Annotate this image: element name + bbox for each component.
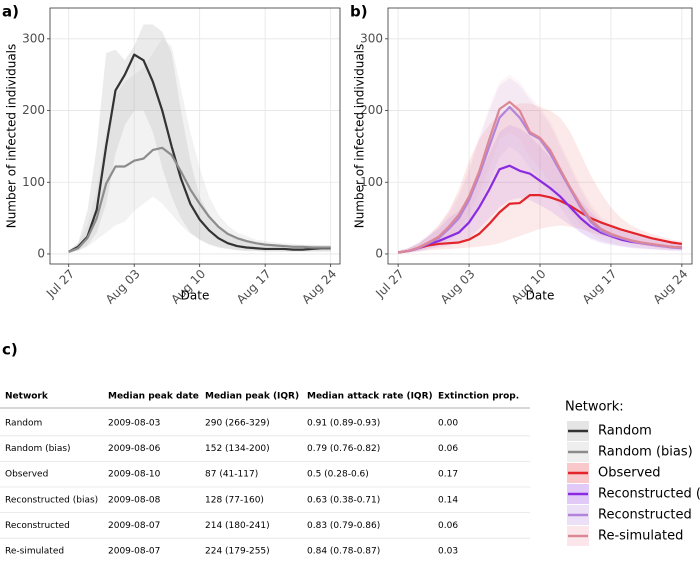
- table-cell: 128 (77-160): [205, 495, 264, 505]
- table-cell: 0.5 (0.28-0.6): [307, 470, 369, 480]
- table-cell: 87 (41-117): [205, 470, 258, 480]
- ribbon: [68, 38, 331, 254]
- ribbon: [398, 78, 682, 254]
- y-tick-label: 300: [22, 31, 45, 45]
- y-tick-label: 0: [37, 246, 45, 260]
- table-header: Extinction prop.: [438, 392, 519, 402]
- table-cell: Random: [5, 419, 42, 429]
- table-cell: 0.91 (0.89-0.93): [307, 419, 380, 429]
- table-cell: 0.03: [438, 547, 458, 557]
- table-cell: Random (bias): [5, 444, 71, 454]
- table-cell: 0.06: [438, 521, 458, 531]
- y-axis-title: Number of infected individuals: [5, 44, 19, 229]
- series-line: [68, 53, 331, 253]
- legend-label: Random (bias): [598, 445, 693, 460]
- plot-border: [387, 7, 693, 265]
- table-cell: 152 (134-200): [205, 444, 270, 454]
- table-cell: 0.17: [438, 470, 458, 480]
- y-tick-label: 200: [22, 103, 45, 117]
- x-tick-label: Aug 24: [651, 267, 691, 307]
- x-axis-title: Date: [526, 289, 555, 303]
- table-cell: 0.63 (0.38-0.71): [307, 495, 380, 505]
- table-cell: 0.00: [438, 419, 458, 429]
- table-cell: 2009-08-06: [108, 444, 161, 454]
- legend-label: Random: [598, 424, 652, 439]
- series-line: [68, 146, 331, 253]
- table-cell: 2009-08-03: [108, 419, 160, 429]
- table-cell: 214 (180-241): [205, 521, 270, 531]
- table-cell: 0.79 (0.76-0.82): [307, 444, 380, 454]
- ribbon: [398, 103, 682, 254]
- table-header: Median peak date: [108, 392, 199, 402]
- table-header: Median attack rate (IQR): [307, 392, 433, 402]
- table-cell: Observed: [5, 470, 48, 480]
- x-tick-label: Aug 03: [438, 267, 478, 307]
- legend-label: Re-simulated: [598, 529, 683, 544]
- table-cell: 224 (179-255): [205, 547, 270, 557]
- x-tick-label: Aug 17: [234, 267, 274, 307]
- x-tick-label: Aug 17: [580, 267, 620, 307]
- panel-label: c): [2, 341, 18, 359]
- x-tick-label: Aug 03: [103, 267, 143, 307]
- series-line: [397, 100, 682, 254]
- table-cell: 290 (266-329): [205, 419, 270, 429]
- table-cell: 0.06: [438, 444, 458, 454]
- panel-label: a): [2, 3, 19, 21]
- table-cell: 0.84 (0.78-0.87): [307, 547, 380, 557]
- plot-background: [50, 8, 340, 264]
- table-cell: 2009-08-07: [108, 547, 160, 557]
- table-cell: 0.14: [438, 495, 458, 505]
- table-cell: Reconstructed (bias): [5, 495, 98, 505]
- table-header: Median peak (IQR): [205, 392, 299, 402]
- y-axis-title: Number of infected individuals: [353, 44, 367, 229]
- table-cell: Re-simulated: [5, 547, 64, 557]
- y-tick-label: 0: [375, 246, 383, 260]
- x-tick-label: Aug 24: [299, 267, 339, 307]
- ribbon: [68, 24, 331, 254]
- x-tick-label: Jul 27: [43, 267, 77, 301]
- y-tick-label: 300: [360, 31, 383, 45]
- panel-label: b): [350, 3, 368, 21]
- legend-label: Reconstructed (bias): [598, 487, 700, 502]
- table-cell: 2009-08-07: [108, 521, 160, 531]
- series-line: [397, 194, 683, 254]
- table-cell: 2009-08-10: [108, 470, 161, 480]
- table-cell: Reconstructed: [5, 521, 70, 531]
- y-tick-label: 200: [360, 103, 383, 117]
- plot-border: [49, 7, 341, 265]
- x-tick-label: Jul 27: [372, 267, 406, 301]
- table-cell: 0.83 (0.79-0.86): [307, 521, 380, 531]
- y-tick-label: 100: [22, 175, 45, 189]
- legend-title: Network:: [565, 400, 624, 415]
- table-header: Network: [5, 392, 49, 402]
- legend-label: Reconstructed: [598, 508, 692, 523]
- legend-label: Observed: [598, 466, 661, 481]
- y-tick-label: 100: [360, 175, 383, 189]
- table-cell: 2009-08-08: [108, 495, 161, 505]
- x-axis-title: Date: [181, 289, 210, 303]
- ribbon: [398, 74, 682, 254]
